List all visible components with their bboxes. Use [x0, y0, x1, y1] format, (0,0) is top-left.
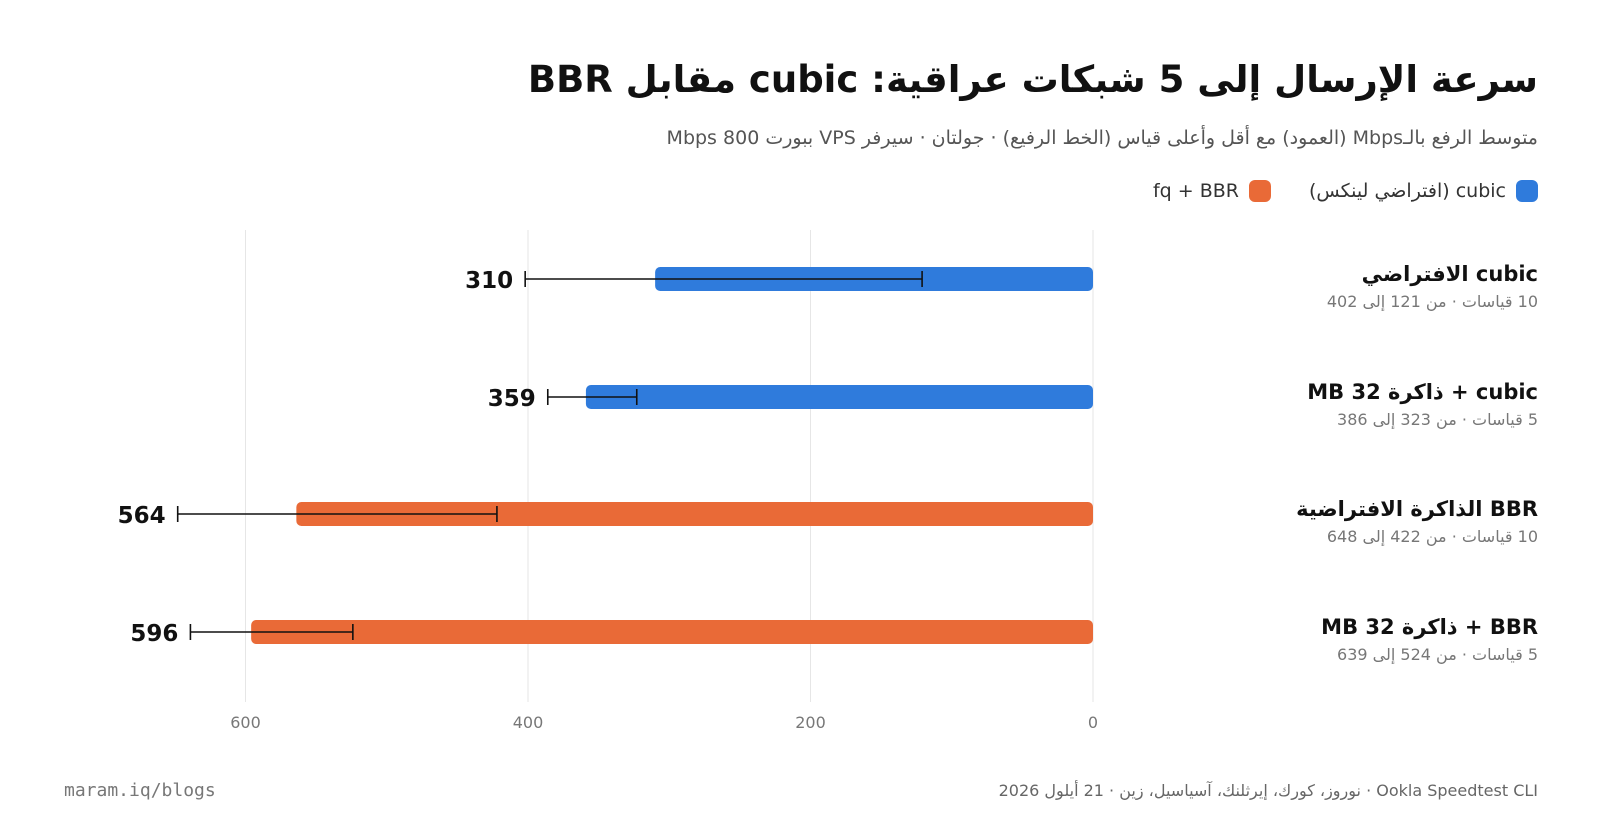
value-label: 596: [130, 621, 178, 647]
row-label-cubic-32mb: cubic + ذاكرة 32 MB 5 قياسات · من 323 إل…: [1238, 380, 1538, 429]
legend-label-cubic: cubic (افتراضي لينكس): [1309, 180, 1506, 202]
row-name: BBR + ذاكرة 32 MB: [1321, 615, 1538, 639]
chart-title: سرعة الإرسال إلى 5 شبكات عراقية: cubic م…: [527, 58, 1538, 101]
row-label-cubic-default: cubic الافتراضي 10 قياسات · من 121 إلى 4…: [1238, 262, 1538, 311]
row-label-bbr-default: BBR الذاكرة الافتراضية 10 قياسات · من 42…: [1238, 497, 1538, 546]
footer-site-link[interactable]: maram.iq/blogs: [64, 780, 216, 801]
row-name: cubic الافتراضي: [1361, 262, 1538, 286]
legend-swatch-bbr: [1249, 180, 1272, 202]
bar: [585, 385, 1093, 409]
row-label-bbr-32mb: BBR + ذاكرة 32 MB 5 قياسات · من 524 إلى …: [1238, 615, 1538, 664]
x-tick-label: 200: [795, 713, 826, 732]
x-tick-label: 0: [1088, 713, 1098, 732]
legend-swatch-cubic: [1516, 180, 1538, 202]
value-label: 564: [118, 503, 166, 529]
value-label: 310: [465, 268, 513, 294]
row-note: 10 قياسات · من 121 إلى 402: [1326, 292, 1538, 311]
bar: [251, 620, 1093, 644]
row-name: cubic + ذاكرة 32 MB: [1307, 380, 1538, 404]
legend: cubic (افتراضي لينكس) fq + BBR: [1153, 180, 1538, 202]
x-tick-label: 400: [513, 713, 544, 732]
legend-item-bbr: fq + BBR: [1152, 180, 1272, 202]
footer-source: Ookla Speedtest CLI · نوروز، كورك، إيرثل…: [998, 781, 1538, 800]
row-note: 10 قياسات · من 422 إلى 648: [1326, 527, 1538, 546]
chart-subtitle: متوسط الرفع بالـMbps (العمود) مع أقل وأع…: [666, 127, 1538, 149]
bar: [296, 502, 1094, 526]
legend-label-bbr: fq + BBR: [1152, 180, 1240, 202]
x-tick-label: 600: [230, 713, 261, 732]
row-note: 5 قياسات · من 323 إلى 386: [1337, 410, 1538, 429]
row-note: 5 قياسات · من 524 إلى 639: [1337, 645, 1538, 664]
row-name: BBR الذاكرة الافتراضية: [1296, 497, 1538, 521]
legend-item-cubic: cubic (افتراضي لينكس): [1309, 180, 1538, 202]
value-label: 359: [488, 386, 536, 412]
